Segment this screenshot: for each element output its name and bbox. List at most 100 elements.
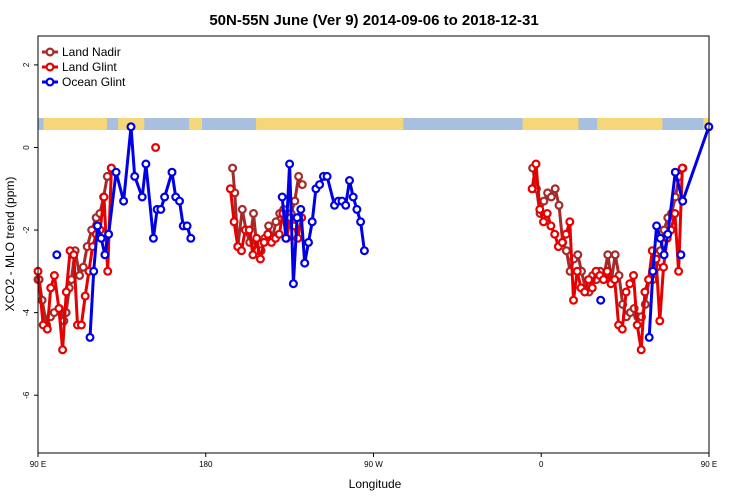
data-point-land-glint <box>274 229 284 239</box>
ocean-band <box>662 118 704 130</box>
data-point-ocean-glint <box>104 229 114 239</box>
data-point-ocean-glint <box>277 192 287 202</box>
data-point-land-glint <box>568 295 578 305</box>
y-tick-label: -2 <box>22 226 31 234</box>
legend-label: Land Nadir <box>62 45 121 59</box>
data-point-ocean-glint <box>348 192 358 202</box>
plot-frame <box>37 35 710 454</box>
data-point-ocean-glint <box>296 204 306 214</box>
data-point-land-nadir <box>271 217 281 227</box>
data-point-land-glint <box>640 287 650 297</box>
data-point-land-glint <box>225 184 235 194</box>
data-point-ocean-glint <box>676 250 686 260</box>
data-point-land-glint <box>625 279 635 289</box>
series-land-nadir <box>33 163 688 330</box>
data-point-land-glint <box>655 316 665 326</box>
data-point-ocean-glint <box>322 171 332 181</box>
data-point-ocean-glint <box>352 204 362 214</box>
x-tick-label: 90 W <box>364 460 383 469</box>
land-band <box>38 118 709 130</box>
data-point-ocean-glint <box>167 167 177 177</box>
data-point-ocean-glint <box>130 171 140 181</box>
x-axis-label: Longitude <box>349 477 402 491</box>
data-point-land-glint <box>610 275 620 285</box>
data-point-land-glint <box>584 275 594 285</box>
data-point-ocean-glint <box>655 233 665 243</box>
data-point-ocean-glint <box>160 192 170 202</box>
land-mask-strip <box>38 118 709 130</box>
y-tick-label: -6 <box>22 391 31 399</box>
data-point-land-nadir <box>554 200 564 210</box>
data-point-ocean-glint <box>300 258 310 268</box>
data-point-land-glint <box>632 320 642 330</box>
data-point-land-glint <box>602 266 612 276</box>
data-point-land-nadir <box>78 262 88 272</box>
data-point-land-glint <box>628 271 638 281</box>
data-point-ocean-glint <box>315 180 325 190</box>
data-point-ocean-glint <box>126 122 136 132</box>
ocean-band <box>106 118 119 130</box>
data-point-land-glint <box>103 266 113 276</box>
ocean-band <box>578 118 598 130</box>
data-point-land-glint <box>80 291 90 301</box>
data-point-ocean-glint <box>652 221 662 231</box>
data-point-ocean-glint <box>663 229 673 239</box>
data-point-ocean-glint <box>52 250 62 260</box>
data-point-ocean-glint <box>137 192 147 202</box>
data-point-ocean-glint <box>100 250 110 260</box>
data-point-ocean-glint <box>141 159 151 169</box>
data-point-ocean-glint <box>148 233 158 243</box>
data-point-ocean-glint <box>292 213 302 223</box>
data-point-ocean-glint <box>92 221 102 231</box>
data-point-land-nadir <box>603 250 613 260</box>
ocean-band <box>403 118 523 130</box>
data-point-land-glint <box>636 345 646 355</box>
data-point-land-nadir <box>237 204 247 214</box>
data-point-land-nadir <box>561 246 571 256</box>
data-point-land-glint <box>572 266 582 276</box>
data-point-land-glint <box>61 287 71 297</box>
series-layer <box>33 122 714 355</box>
chart-title: 50N-55N June (Ver 9) 2014-09-06 to 2018-… <box>209 12 538 29</box>
data-point-land-glint <box>248 250 258 260</box>
data-point-ocean-glint <box>285 159 295 169</box>
data-point-ocean-glint <box>596 295 606 305</box>
data-point-land-glint <box>244 225 254 235</box>
data-point-land-nadir <box>249 209 259 219</box>
data-point-land-glint <box>49 271 59 281</box>
data-point-ocean-glint <box>341 200 351 210</box>
data-point-land-nadir <box>546 192 556 202</box>
data-point-ocean-glint <box>345 176 355 186</box>
ocean-band <box>144 118 189 130</box>
data-point-land-glint <box>42 324 52 334</box>
data-point-land-glint <box>229 217 239 227</box>
data-point-land-nadir <box>228 163 238 173</box>
data-point-ocean-glint <box>644 332 654 342</box>
data-point-land-glint <box>535 204 545 214</box>
data-point-ocean-glint <box>678 196 688 206</box>
data-point-land-glint <box>531 159 541 169</box>
data-point-land-glint <box>674 266 684 276</box>
data-point-land-glint <box>58 345 68 355</box>
data-point-land-glint <box>99 192 109 202</box>
data-point-ocean-glint <box>85 332 95 342</box>
data-point-land-glint <box>557 237 567 247</box>
data-point-land-glint <box>561 229 571 239</box>
data-point-land-nadir <box>264 221 274 231</box>
data-point-land-nadir <box>294 171 304 181</box>
x-tick-label: 0 <box>539 460 544 469</box>
series-line-ocean-glint <box>280 162 366 286</box>
data-point-land-glint <box>670 209 680 219</box>
data-point-ocean-glint <box>648 266 658 276</box>
data-point-land-glint <box>621 287 631 297</box>
data-point-land-glint <box>255 254 265 264</box>
data-point-land-glint <box>76 320 86 330</box>
data-point-land-nadir <box>573 250 583 260</box>
x-axis: 90 E 180 90 W 0 90 E <box>30 453 717 469</box>
data-point-land-glint <box>598 275 608 285</box>
data-point-ocean-glint <box>288 279 298 289</box>
data-point-ocean-glint <box>670 167 680 177</box>
data-point-land-nadir <box>550 184 560 194</box>
data-point-land-nadir <box>290 196 300 206</box>
